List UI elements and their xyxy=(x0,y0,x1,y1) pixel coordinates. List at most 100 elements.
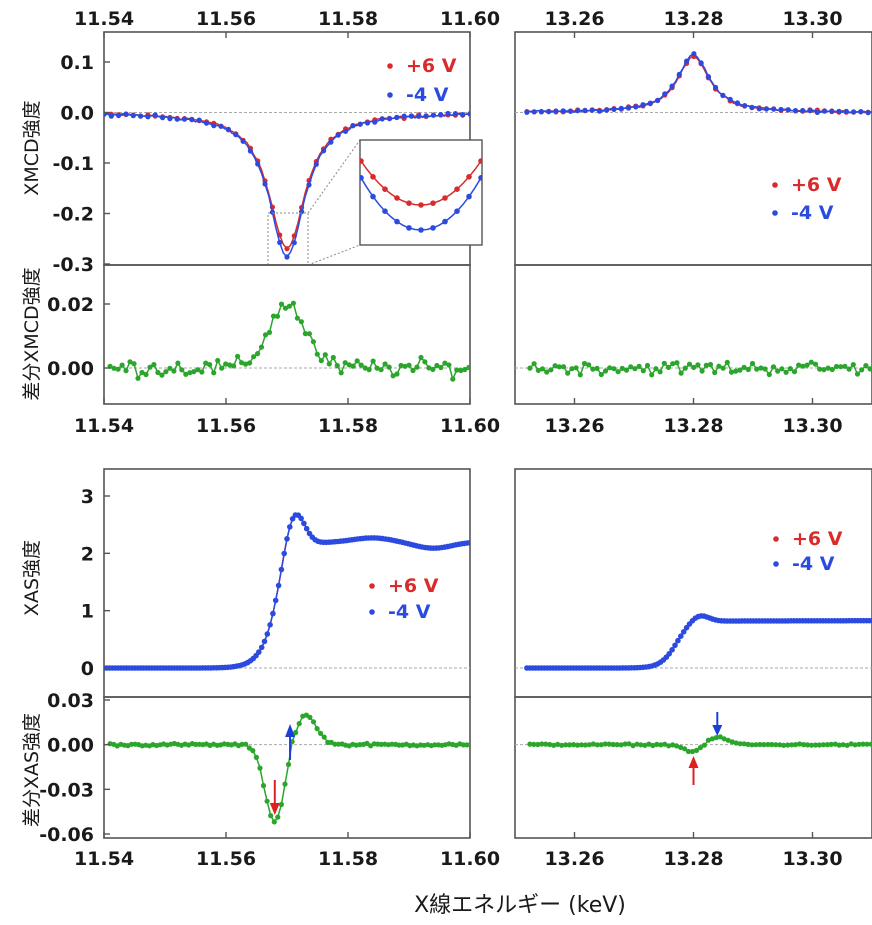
xas-diff-l2-point xyxy=(769,741,775,748)
inset-0-point xyxy=(360,158,364,164)
xas-diff-l2-point xyxy=(670,742,676,748)
xas-l2-1-line xyxy=(526,615,872,669)
xmcd-diff-l3-point xyxy=(418,354,424,361)
xmcd-l3-1-point xyxy=(255,161,261,167)
inset-1-point xyxy=(466,193,472,200)
xas-diff-l2-point xyxy=(582,742,589,748)
legend-label: +6 V xyxy=(406,55,457,77)
xmcd-diff-l2-point xyxy=(766,371,772,378)
xmcd-diff-l2-point xyxy=(724,359,730,365)
y-tick-label: 0.1 xyxy=(60,52,94,74)
x-tick-label: 13.26 xyxy=(544,848,604,870)
xmcd-diff-l3-point xyxy=(458,367,464,374)
xmcd-l3-1-point xyxy=(123,111,129,117)
xas-diff-l2-point xyxy=(745,741,751,748)
xmcd-diff-l2-point xyxy=(691,364,697,370)
xmcd-l3-1-point xyxy=(343,128,349,134)
xmcd-diff-l3-point xyxy=(450,376,456,382)
xas-diff-l2-point xyxy=(547,741,553,748)
xmcd-diff-l2-point xyxy=(670,361,676,367)
xmcd-diff-l3-point xyxy=(350,363,356,369)
xas-diff-l3-point xyxy=(464,742,470,748)
xmcd-diff-l3-point xyxy=(239,360,245,366)
xmcd-diff-l2-point xyxy=(544,369,550,375)
xmcd-l2-1-point xyxy=(625,105,632,111)
xmcd-l3-1-point xyxy=(203,120,210,126)
xmcd-diff-l2-point xyxy=(707,361,714,368)
xmcd-l2-1-point xyxy=(604,107,610,113)
xmcd-l3-1-point xyxy=(452,111,458,117)
xmcd-diff-l3-point xyxy=(358,362,364,368)
xas-diff-l2-point xyxy=(757,741,763,748)
xas-diff-l2-point xyxy=(856,741,862,747)
xmcd-l2-1-point xyxy=(669,83,675,89)
xmcd-l2-1-point xyxy=(611,106,617,112)
xmcd-diff-l3-point xyxy=(203,360,209,366)
xmcd-diff-l2-series xyxy=(527,359,872,378)
xmcd-diff-l3-point xyxy=(378,367,384,373)
xmcd-l2-1-point xyxy=(785,107,791,113)
xmcd-diff-l2-point xyxy=(657,369,663,375)
legend-label: +6 V xyxy=(791,174,842,196)
xmcd-diff-l3-point xyxy=(346,362,352,368)
xmcd-diff-l2-point xyxy=(863,363,869,369)
xas-diff-l3-frame xyxy=(103,696,471,839)
xmcd-l3-1-point xyxy=(328,139,334,145)
inset-0-point xyxy=(370,174,376,180)
xmcd-diff-l3-point xyxy=(282,305,289,311)
xmcd-l2-1-point xyxy=(647,100,653,106)
xmcd-l2-1-point xyxy=(851,109,857,115)
x-tick-label: 11.60 xyxy=(440,415,500,437)
xmcd-l2-1-point xyxy=(662,91,668,97)
xmcd-diff-l2-point xyxy=(800,363,806,369)
xas-diff-l2-point xyxy=(777,742,783,748)
arrow-up-head xyxy=(688,756,699,768)
xmcd-l2-1-point xyxy=(567,108,574,114)
xmcd-l3-1-point xyxy=(401,113,407,119)
xas-l3-1-point xyxy=(298,515,304,522)
y-tick-label: 0.00 xyxy=(47,735,94,757)
legend-marker xyxy=(387,92,393,98)
xmcd-diff-l3-point xyxy=(438,364,444,371)
xas-diff-l2-point xyxy=(729,739,735,745)
xas-diff-l3-point xyxy=(271,819,277,825)
xmcd-diff-l2-point xyxy=(636,363,642,369)
xmcd-diff-l2-point xyxy=(833,363,840,370)
xas-diff-l2-point xyxy=(563,742,569,748)
xmcd-diff-l3-point xyxy=(183,371,189,377)
xmcd-diff-l3-point xyxy=(330,354,336,361)
legend-label: -4 V xyxy=(388,601,431,623)
xmcd-diff-l2-point xyxy=(741,364,747,370)
xmcd-diff-l2-point xyxy=(556,364,562,370)
x-tick-label: 13.28 xyxy=(663,8,723,30)
xas-l2-1-point xyxy=(675,637,681,644)
xas-diff-l2-series xyxy=(527,734,872,755)
xmcd-diff-l2-point xyxy=(665,364,672,370)
xmcd-diff-l2-point xyxy=(594,365,600,371)
xas-l3-1-point xyxy=(303,525,310,532)
xas-diff-l2-point xyxy=(801,742,807,748)
xmcd-diff-l3-point xyxy=(231,363,237,369)
xas-l2-1-point xyxy=(666,651,672,657)
inset-0-point xyxy=(394,195,400,201)
xmcd-l3-0-point xyxy=(284,246,290,252)
xmcd-diff-l3-point xyxy=(207,362,213,368)
xas-diff-l2-point xyxy=(594,742,600,748)
xas-diff-l2-point xyxy=(658,742,664,748)
legend-marker xyxy=(772,182,778,188)
xmcd-diff-l3-point xyxy=(115,366,121,372)
xmcd-l2-1-point xyxy=(538,109,545,115)
xmcd-diff-l3-point xyxy=(302,331,308,337)
xmcd-diff-l2-point xyxy=(846,366,852,372)
legend-marker xyxy=(387,63,393,69)
inset-1-point xyxy=(430,225,436,231)
xas-diff-l2-point xyxy=(646,741,652,747)
xmcd-diff-l3-point xyxy=(394,371,400,377)
xmcd-diff-l3-point xyxy=(179,367,185,373)
y-tick-label: 1 xyxy=(81,601,94,623)
xmcd-l3-1-point xyxy=(313,161,319,167)
x-tick-label: 13.26 xyxy=(544,415,604,437)
xmcd-diff-l3-point xyxy=(338,370,344,376)
xmcd-diff-l3-point xyxy=(266,329,273,335)
inset-series xyxy=(360,158,482,233)
